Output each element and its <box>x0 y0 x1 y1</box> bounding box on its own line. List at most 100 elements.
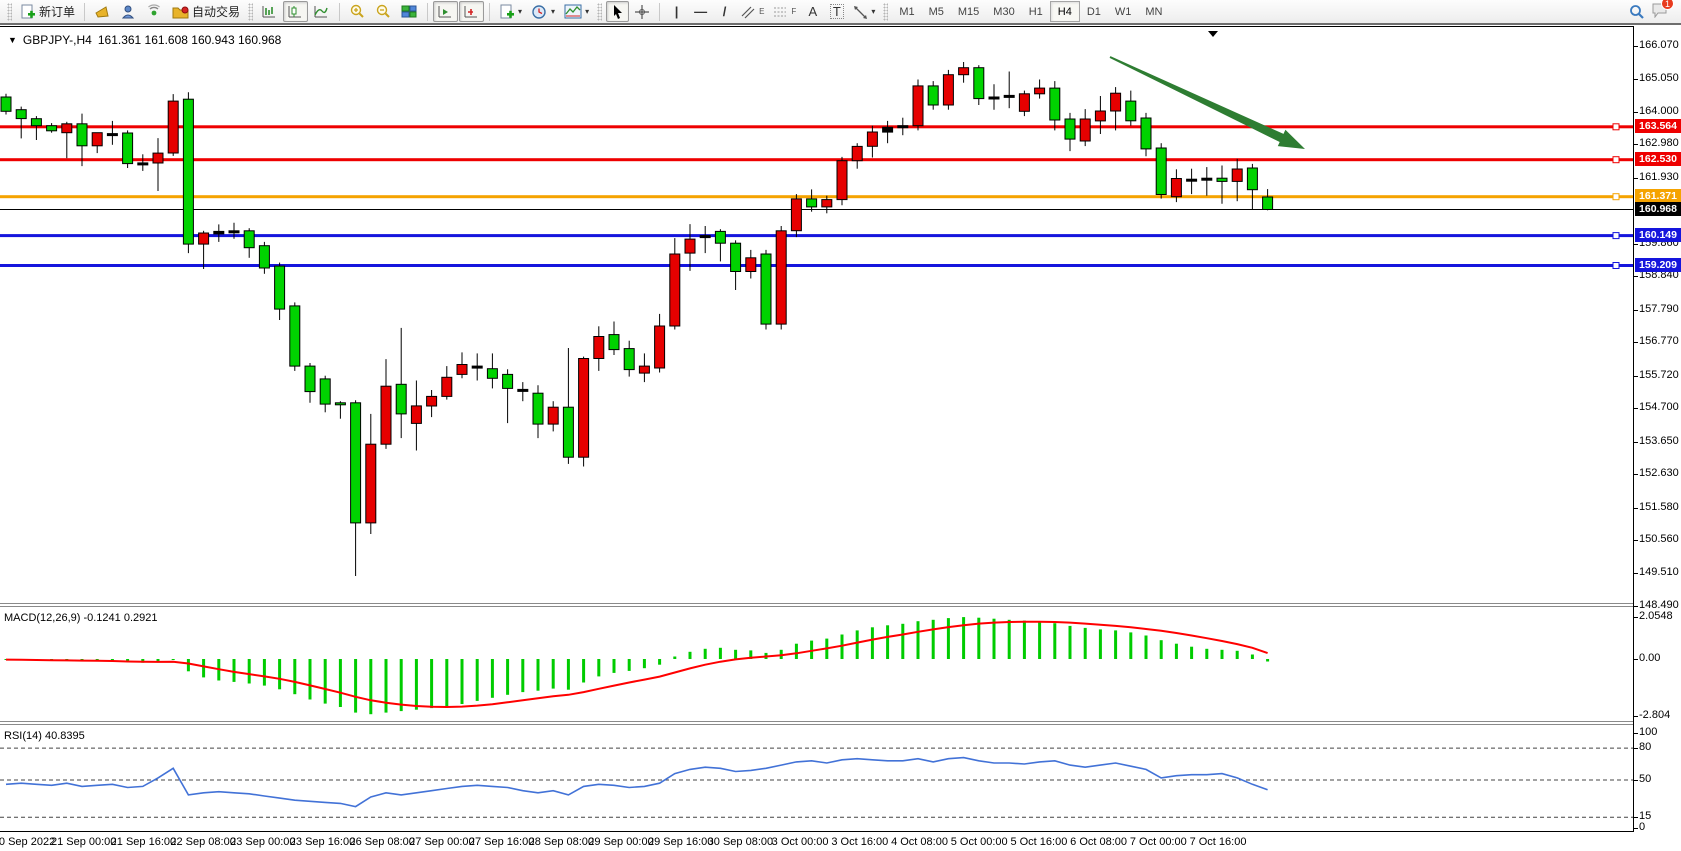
rsi-pane[interactable]: RSI(14) 40.8395 <box>0 725 1633 831</box>
candle <box>1231 158 1243 202</box>
auto-trading-button[interactable]: 自动交易 <box>168 1 244 22</box>
timeframe-W1[interactable]: W1 <box>1114 5 1132 18</box>
candle <box>137 154 149 171</box>
toolbar-grip[interactable] <box>7 2 12 21</box>
time-tick-label: 30 Sep 08:00 <box>707 836 774 848</box>
text-tool[interactable]: A <box>801 1 824 22</box>
trendline-icon: / <box>722 4 727 19</box>
resistance-line[interactable] <box>0 158 1633 162</box>
indicators-dropdown-caret[interactable]: ▾ <box>518 7 523 16</box>
crosshair-tool-button[interactable] <box>630 1 654 22</box>
search-icon[interactable] <box>1629 4 1645 20</box>
macd-bar <box>916 621 920 659</box>
notifications-button[interactable]: 1 <box>1651 0 1674 21</box>
macd-bar <box>658 659 662 665</box>
periods-button[interactable]: ▾ <box>527 1 559 22</box>
axis-tick-mark <box>1634 408 1638 410</box>
candle <box>1094 96 1106 134</box>
macd-bar <box>718 647 722 659</box>
bar-chart-button[interactable] <box>257 1 282 22</box>
macd-pane[interactable]: MACD(12,26,9) -0.1241 0.2921 <box>0 607 1633 721</box>
macd-bar <box>293 659 297 695</box>
line-handle[interactable] <box>1612 232 1620 240</box>
axis-tick-mark <box>1634 780 1638 781</box>
current-price-line-price-badge: 160.968 <box>1635 201 1681 216</box>
candle <box>1246 163 1258 210</box>
chart-collapse-icon[interactable]: ▼ <box>8 35 17 45</box>
timeframe-M15[interactable]: M15 <box>957 5 980 18</box>
axis-tick-mark <box>1634 659 1638 660</box>
resistance-line-price-badge: 162.530 <box>1635 151 1681 166</box>
timeframe-H4[interactable]: H4 <box>1049 1 1080 22</box>
price-axis[interactable]: 166.070 165.050 164.000 162.980 161.930 159.8… <box>1633 26 1681 833</box>
auto-trading-label: 自动交易 <box>192 5 241 19</box>
metaeditor-button[interactable] <box>116 1 141 22</box>
tile-windows-button[interactable] <box>397 1 422 22</box>
timeframe-D1[interactable]: D1 <box>1086 5 1101 18</box>
trend-arrow[interactable] <box>1109 56 1305 149</box>
periods-dropdown-caret[interactable]: ▾ <box>551 7 556 16</box>
zoom-in-button[interactable] <box>345 1 370 22</box>
timeframe-M5[interactable]: M5 <box>928 5 944 18</box>
line-handle[interactable] <box>1612 193 1620 201</box>
macd-bar <box>1159 640 1163 659</box>
indicators-button[interactable]: ▾ <box>495 1 526 22</box>
toolbar-grip[interactable] <box>248 2 254 21</box>
trendline-tool[interactable]: / <box>713 1 736 22</box>
publisher-button[interactable] <box>90 1 115 22</box>
candlestick-chart-button[interactable] <box>283 1 309 22</box>
toolbar-grip[interactable] <box>883 2 889 21</box>
equidistant-channel-tool[interactable]: E <box>737 1 768 22</box>
line-handle[interactable] <box>1612 156 1620 164</box>
timeframe-M30[interactable]: M30 <box>993 5 1015 18</box>
resistance-line[interactable] <box>0 125 1633 129</box>
toolbar-grip[interactable] <box>597 2 603 21</box>
price-chart-pane[interactable]: ▼ GBPJPY-,H4 161.361 161.608 160.943 160… <box>0 26 1633 603</box>
candle <box>775 226 787 330</box>
templates-dropdown-caret[interactable]: ▾ <box>585 7 590 16</box>
pane-separator[interactable] <box>0 603 1681 607</box>
new-order-icon <box>21 4 35 18</box>
signals-button[interactable] <box>142 1 167 22</box>
templates-button[interactable]: ▾ <box>560 1 593 22</box>
toolbar: 新订单 自动交易 <box>0 0 1681 25</box>
line-handle[interactable] <box>1612 123 1620 131</box>
cursor-tool-button[interactable] <box>606 1 630 22</box>
arrows-dropdown-caret[interactable]: ▾ <box>871 7 876 16</box>
macd-bar <box>536 659 540 691</box>
macd-bar <box>931 619 935 659</box>
support-line[interactable] <box>0 234 1633 238</box>
time-tick-label: 22 Sep 08:00 <box>170 836 236 848</box>
macd-bar <box>278 659 282 690</box>
macd-bar <box>992 618 996 659</box>
price-tick-label: 156.770 <box>1639 335 1679 348</box>
candle <box>334 401 346 419</box>
auto-scroll-button[interactable] <box>433 1 459 22</box>
timeframe-H1[interactable]: H1 <box>1028 5 1043 18</box>
macd-bar <box>1220 649 1224 659</box>
current-price-line[interactable] <box>0 209 1633 210</box>
time-tick-label: 5 Oct 00:00 <box>950 836 1008 848</box>
pivot-line[interactable] <box>0 195 1633 199</box>
text-label-tool[interactable]: T <box>825 1 848 22</box>
support-line[interactable] <box>0 264 1633 267</box>
pane-separator[interactable] <box>0 721 1681 725</box>
resistance-line-price-badge: 163.564 <box>1635 118 1681 133</box>
fibonacci-tool[interactable]: F <box>769 1 800 22</box>
chart-shift-button[interactable] <box>459 1 485 22</box>
arrows-tool[interactable]: ▾ <box>849 1 879 22</box>
line-handle[interactable] <box>1612 262 1620 269</box>
horizontal-line-tool[interactable]: — <box>689 1 712 22</box>
timeframe-MN[interactable]: MN <box>1145 5 1163 18</box>
new-order-button[interactable]: 新订单 <box>16 1 79 22</box>
timeframe-M1[interactable]: M1 <box>899 5 915 18</box>
line-chart-button[interactable] <box>309 1 334 22</box>
price-tick-label: 155.720 <box>1639 368 1679 381</box>
time-tick-label: 3 Oct 00:00 <box>771 836 829 848</box>
vertical-line-tool[interactable]: | <box>665 1 688 22</box>
rsi-line <box>5 756 1268 808</box>
chart-shift-marker[interactable] <box>1208 31 1218 37</box>
price-tick-label: 158.840 <box>1639 269 1679 282</box>
zoom-out-button[interactable] <box>371 1 396 22</box>
